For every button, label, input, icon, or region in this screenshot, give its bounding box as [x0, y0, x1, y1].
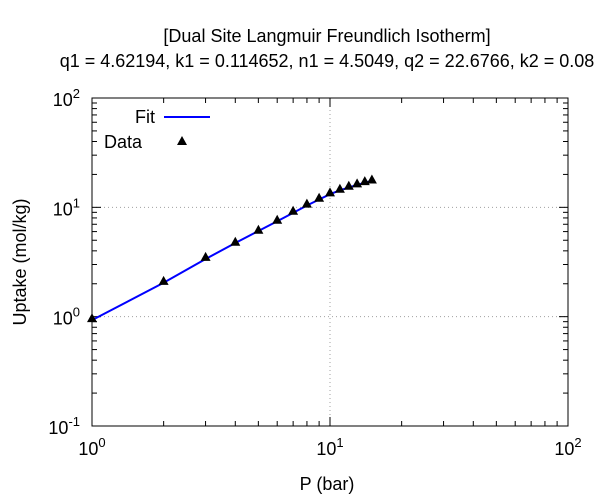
chart-title: [Dual Site Langmuir Freundlich Isotherm]	[163, 26, 490, 46]
data-point	[359, 176, 370, 186]
y-tick-label: 101	[53, 195, 80, 219]
x-tick-label: 102	[554, 435, 581, 459]
y-tick-labels: 10-1 100 101 102	[48, 86, 80, 438]
data-point	[272, 214, 283, 224]
legend: Fit Data	[104, 107, 210, 152]
data-point	[158, 275, 169, 285]
data-point	[301, 198, 312, 208]
data-series-markers	[87, 174, 377, 323]
data-point	[200, 251, 211, 261]
data-point	[314, 192, 325, 202]
grid	[92, 98, 568, 426]
y-axis-label: Uptake (mol/kg)	[10, 198, 30, 325]
data-point	[253, 224, 264, 234]
data-point	[352, 178, 363, 188]
x-axis-label: P (bar)	[300, 474, 355, 494]
y-tick-label: 10-1	[48, 414, 80, 438]
y-tick-label: 100	[53, 305, 80, 329]
data-point	[87, 313, 97, 323]
y-tick-label: 102	[53, 86, 80, 110]
data-point	[230, 236, 241, 246]
data-point	[334, 183, 345, 193]
x-tick-label: 101	[316, 435, 343, 459]
chart-subtitle: q1 = 4.62194, k1 = 0.114652, n1 = 4.5049…	[60, 51, 595, 71]
x-tick-label: 100	[78, 435, 105, 459]
data-point	[366, 174, 377, 184]
data-point	[343, 180, 354, 190]
legend-swatch-data	[177, 136, 187, 145]
legend-label-data: Data	[104, 132, 143, 152]
legend-label-fit: Fit	[135, 107, 155, 127]
data-point	[325, 187, 335, 197]
axis-ticks	[91, 97, 569, 427]
data-point	[288, 205, 299, 215]
x-tick-labels: 100 101 102	[78, 435, 581, 459]
